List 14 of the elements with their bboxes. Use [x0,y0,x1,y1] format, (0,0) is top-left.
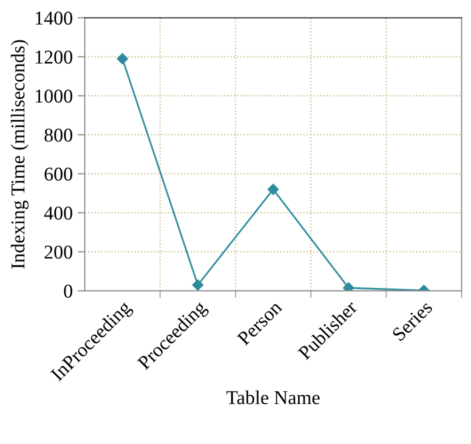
y-tick-label: 200 [44,246,72,259]
y-axis-title: Indexing Time (milliseconds) [10,40,29,269]
y-tick-label: 600 [44,168,72,181]
x-axis-title: Table Name [226,390,320,404]
point [342,282,354,291]
y-tick-label: 800 [44,128,72,142]
y-tick-label: 0 [64,284,72,298]
point [116,53,128,64]
y-tick-label: 1000 [36,90,72,103]
point [192,279,204,291]
y-tick-label: 1400 [36,12,72,25]
point [268,184,279,196]
y-tick-label: 400 [44,206,72,220]
y-tick-label: 1200 [36,50,72,64]
